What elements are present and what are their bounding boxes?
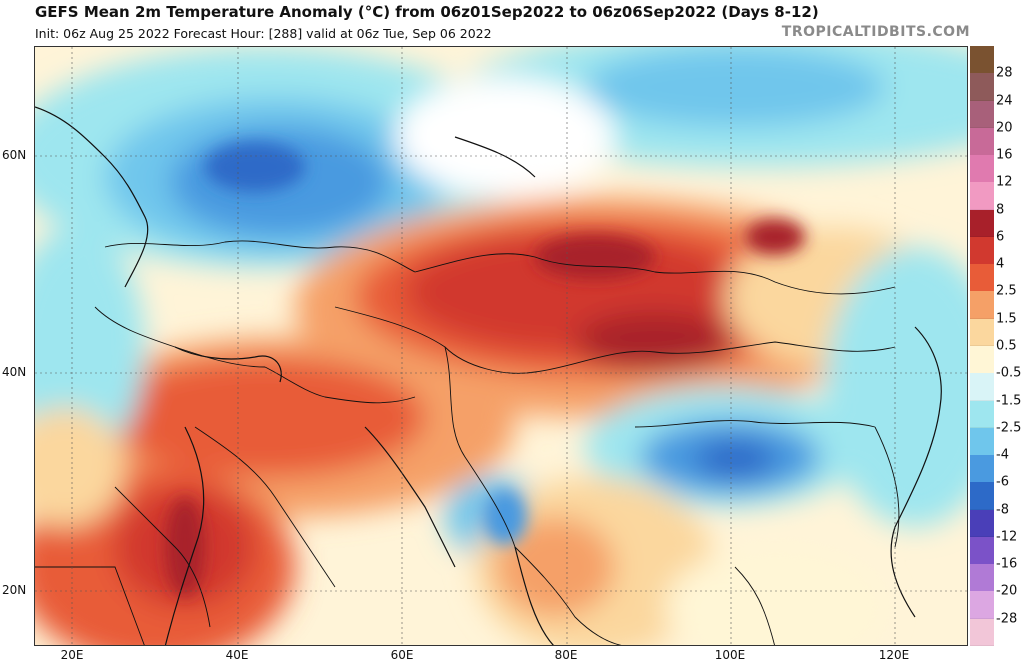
map-subtitle: Init: 06z Aug 25 2022 Forecast Hour: [28… xyxy=(35,26,492,41)
colorbar-swatch xyxy=(970,73,994,102)
lat-label-40n: 40N xyxy=(2,365,27,379)
country-borders xyxy=(35,240,900,645)
lon-label-100e: 100E xyxy=(714,648,746,662)
colorbar-tick-label: -12 xyxy=(996,529,1018,545)
colorbar-legend: 28 24 20 16 12 8 6 4 2.5 1.5 0.5 -0.5 -1.5 -2.5 -4 -6 -8… xyxy=(970,46,1024,647)
colorbar-tick-label: 1.5 xyxy=(996,311,1017,327)
lon-label-80e: 80E xyxy=(554,648,578,662)
colorbar-swatch xyxy=(970,236,994,265)
map-title: GEFS Mean 2m Temperature Anomaly (°C) fr… xyxy=(35,3,819,21)
colorbar-tick-label: -8 xyxy=(996,502,1009,518)
lon-label-60e: 60E xyxy=(390,648,414,662)
map-header: GEFS Mean 2m Temperature Anomaly (°C) fr… xyxy=(0,0,1024,44)
colorbar-tick-label: -6 xyxy=(996,474,1009,490)
colorbar-swatch xyxy=(970,346,994,374)
colorbar-swatch xyxy=(970,291,994,320)
colorbar-swatch xyxy=(970,455,994,483)
colorbar-tick-label: -4 xyxy=(996,447,1009,463)
colorbar-swatch xyxy=(970,155,994,183)
anomaly-shading xyxy=(35,47,967,645)
lat-label-20n: 20N xyxy=(2,583,27,597)
colorbar-swatch xyxy=(970,482,994,511)
colorbar-tick-label: 2.5 xyxy=(996,283,1017,299)
colorbar-tick-label: 16 xyxy=(996,147,1013,163)
lon-label-120e: 120E xyxy=(878,648,910,662)
colorbar-tick-label: 6 xyxy=(996,229,1005,245)
colorbar-tick-label: -1.5 xyxy=(996,393,1022,409)
colorbar-swatch xyxy=(970,618,994,647)
colorbar-tick-label: -20 xyxy=(996,583,1018,599)
colorbar-swatch xyxy=(970,127,994,156)
temperature-anomaly-map xyxy=(34,46,968,646)
colorbar-swatch xyxy=(970,46,994,74)
colorbar-tick-label: 0.5 xyxy=(996,338,1017,354)
colorbar-swatch xyxy=(970,591,994,620)
colorbar-swatch xyxy=(970,100,994,129)
colorbar-tick-label: -0.5 xyxy=(996,365,1022,381)
colorbar-swatch xyxy=(970,427,994,456)
colorbar-swatch xyxy=(970,400,994,429)
coastlines xyxy=(35,106,942,645)
brand-watermark: TROPICALTIDBITS.COM xyxy=(781,24,970,40)
colorbar-swatch xyxy=(970,536,994,565)
colorbar-tick-label: 8 xyxy=(996,202,1005,218)
colorbar-swatch xyxy=(970,373,994,402)
colorbar-tick-label: 20 xyxy=(996,120,1013,136)
lat-label-60n: 60N xyxy=(2,148,27,162)
colorbar-swatch xyxy=(970,182,994,211)
colorbar-swatch xyxy=(970,318,994,347)
colorbar-swatch xyxy=(970,209,994,238)
colorbar-swatch xyxy=(970,509,994,538)
colorbar-tick-label: -16 xyxy=(996,556,1018,572)
anomaly-field-svg xyxy=(35,47,967,645)
colorbar-tick-label: 28 xyxy=(996,65,1013,81)
colorbar-tick-label: -28 xyxy=(996,611,1018,627)
colorbar-tick-label: -2.5 xyxy=(996,420,1022,436)
colorbar-tick-label: 4 xyxy=(996,256,1005,272)
colorbar-tick-label: 24 xyxy=(996,93,1013,109)
colorbar-tick-label: 12 xyxy=(996,174,1013,190)
lon-label-40e: 40E xyxy=(225,648,249,662)
lon-label-20e: 20E xyxy=(60,648,84,662)
colorbar-swatch xyxy=(970,264,994,292)
graticule xyxy=(35,47,967,645)
colorbar-swatch xyxy=(970,564,994,592)
